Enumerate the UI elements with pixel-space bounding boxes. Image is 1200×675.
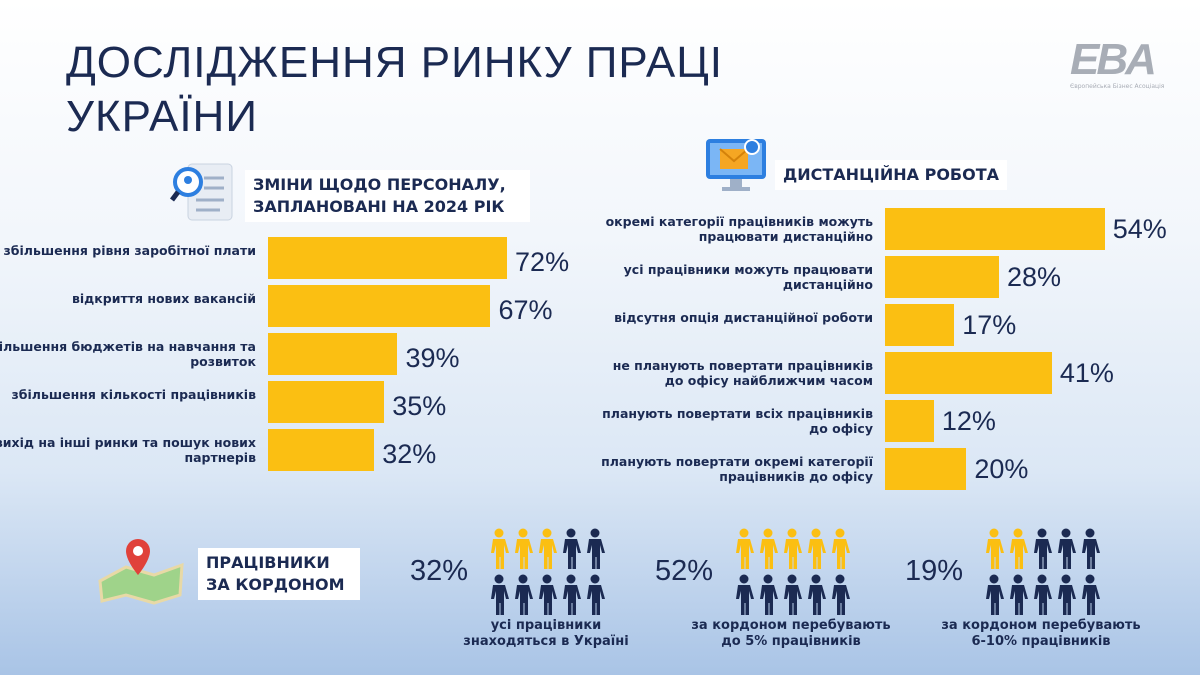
people-grid	[488, 528, 606, 616]
title-line: ДОСЛІДЖЕННЯ РИНКУ ПРАЦІ	[66, 38, 723, 87]
abroad-percent: 19%	[905, 555, 964, 587]
person-icon	[1058, 574, 1076, 615]
person-icon	[784, 528, 802, 569]
bar-value: 72%	[515, 247, 570, 277]
people-grid	[983, 528, 1101, 616]
bar-value: 12%	[941, 406, 996, 436]
person-icon	[1058, 528, 1076, 569]
bar-label: окремі категорії працівників можуть прац…	[605, 214, 873, 244]
person-icon	[760, 574, 778, 615]
abroad-percent: 32%	[410, 555, 469, 587]
person-icon	[587, 528, 605, 569]
logo-subtitle: Європейська Бізнес Асоціація	[1070, 83, 1165, 90]
person-icon	[563, 528, 581, 569]
bar	[885, 400, 934, 442]
section-title-remote: ДИСТАНЦІЙНА РОБОТА	[775, 160, 1008, 190]
person-icon	[1034, 528, 1052, 569]
bar-value: 35%	[392, 391, 447, 421]
person-icon	[1034, 574, 1052, 615]
bar	[268, 285, 491, 327]
bar-value: 41%	[1059, 358, 1114, 388]
bar-value: 54%	[1112, 214, 1167, 244]
bar	[885, 208, 1105, 250]
bar-label: планують повертати всіх працівників до о…	[602, 406, 873, 436]
person-icon	[808, 528, 826, 569]
bar	[885, 448, 967, 490]
title-line: УКРАЇНИ	[66, 92, 258, 141]
bar	[885, 256, 999, 298]
person-icon	[760, 528, 778, 569]
abroad-caption: усі працівники знаходяться в Україні	[463, 618, 629, 649]
section-title-abroad: ПРАЦІВНИКИ ЗА КОРДОНОМ	[198, 548, 360, 600]
bar-label: збільшення рівня заробітної плати	[3, 243, 256, 258]
person-icon	[539, 574, 557, 615]
bar-value: 20%	[974, 454, 1029, 484]
logo-mark: EBA	[1070, 35, 1157, 84]
person-icon	[986, 528, 1004, 569]
person-icon	[1082, 574, 1100, 615]
person-icon	[1010, 528, 1028, 569]
bar-value: 67%	[498, 295, 553, 325]
person-icon	[1010, 574, 1028, 615]
bar	[268, 237, 508, 279]
person-icon	[539, 528, 557, 569]
section-title-personnel: ЗМІНИ ЩОДО ПЕРСОНАЛУ, ЗАПЛАНОВАНІ НА 202…	[245, 170, 530, 222]
eba-logo: EBA Європейська Бізнес Асоціація	[1070, 35, 1182, 91]
bar-label: не планують повертати працівників до офі…	[612, 358, 873, 388]
bar-value: 32%	[382, 439, 437, 469]
bar-label: усі працівники можуть працювати дистанці…	[623, 262, 873, 292]
bar	[885, 304, 955, 346]
bar-value: 39%	[405, 343, 460, 373]
person-icon	[832, 574, 850, 615]
page-title: ДОСЛІДЖЕННЯ РИНКУ ПРАЦІ УКРАЇНИ	[66, 36, 723, 144]
bar-value: 17%	[962, 310, 1017, 340]
person-icon	[515, 574, 533, 615]
remote-work-icon	[706, 139, 766, 191]
document-search-icon	[170, 163, 233, 221]
bar-label: збільшення бюджетів на навчання та розви…	[0, 339, 256, 369]
person-icon	[491, 574, 509, 615]
person-icon	[587, 574, 605, 615]
person-icon	[784, 574, 802, 615]
bar-label: вихід на інші ринки та пошук нових партн…	[0, 435, 256, 465]
bar	[885, 352, 1052, 394]
bar-label: планують повертати окремі категорії прац…	[601, 454, 873, 484]
person-icon	[515, 528, 533, 569]
bar-label: збільшення кількості працівників	[11, 387, 256, 402]
person-icon	[832, 528, 850, 569]
person-icon	[986, 574, 1004, 615]
bar	[268, 333, 398, 375]
bar-label: відкриття нових вакансій	[71, 291, 256, 306]
abroad-caption: за кордоном перебувають 6-10% працівникі…	[941, 618, 1141, 649]
person-icon	[491, 528, 509, 569]
person-icon	[1082, 528, 1100, 569]
person-icon	[736, 528, 754, 569]
bar	[268, 381, 385, 423]
person-icon	[563, 574, 581, 615]
abroad-percent: 52%	[655, 555, 714, 587]
person-icon	[736, 574, 754, 615]
abroad-caption: за кордоном перебувають до 5% працівникі…	[691, 618, 891, 649]
bar-value: 28%	[1006, 262, 1061, 292]
bar	[268, 429, 375, 471]
bar-label: відсутня опція дистанційної роботи	[614, 310, 873, 325]
person-icon	[808, 574, 826, 615]
people-grid	[733, 528, 851, 616]
map-pin-icon	[98, 539, 184, 605]
